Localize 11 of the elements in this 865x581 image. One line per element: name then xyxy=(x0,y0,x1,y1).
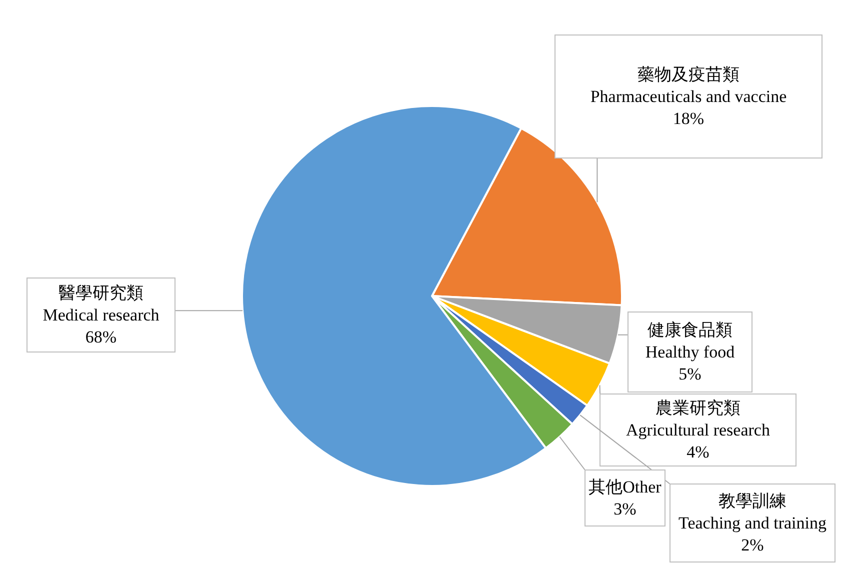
slice-label: 醫學研究類 Medical research xyxy=(42,284,160,324)
data-label: 3% xyxy=(614,500,636,518)
data-label: 5% xyxy=(678,364,702,384)
data-label: 68% xyxy=(85,328,117,346)
slice-label: 藥物及疫苗類 Pharmaceuticals and vaccine xyxy=(590,65,787,106)
slice-label: 教學訓練 Teaching and training xyxy=(678,492,827,532)
data-label: 18% xyxy=(672,109,704,128)
data-label: 2% xyxy=(741,536,764,554)
data-label: 4% xyxy=(686,442,710,462)
slice-label: 健康食品類 Healthy food xyxy=(645,320,736,362)
slice-label: 其他Other xyxy=(588,478,662,496)
